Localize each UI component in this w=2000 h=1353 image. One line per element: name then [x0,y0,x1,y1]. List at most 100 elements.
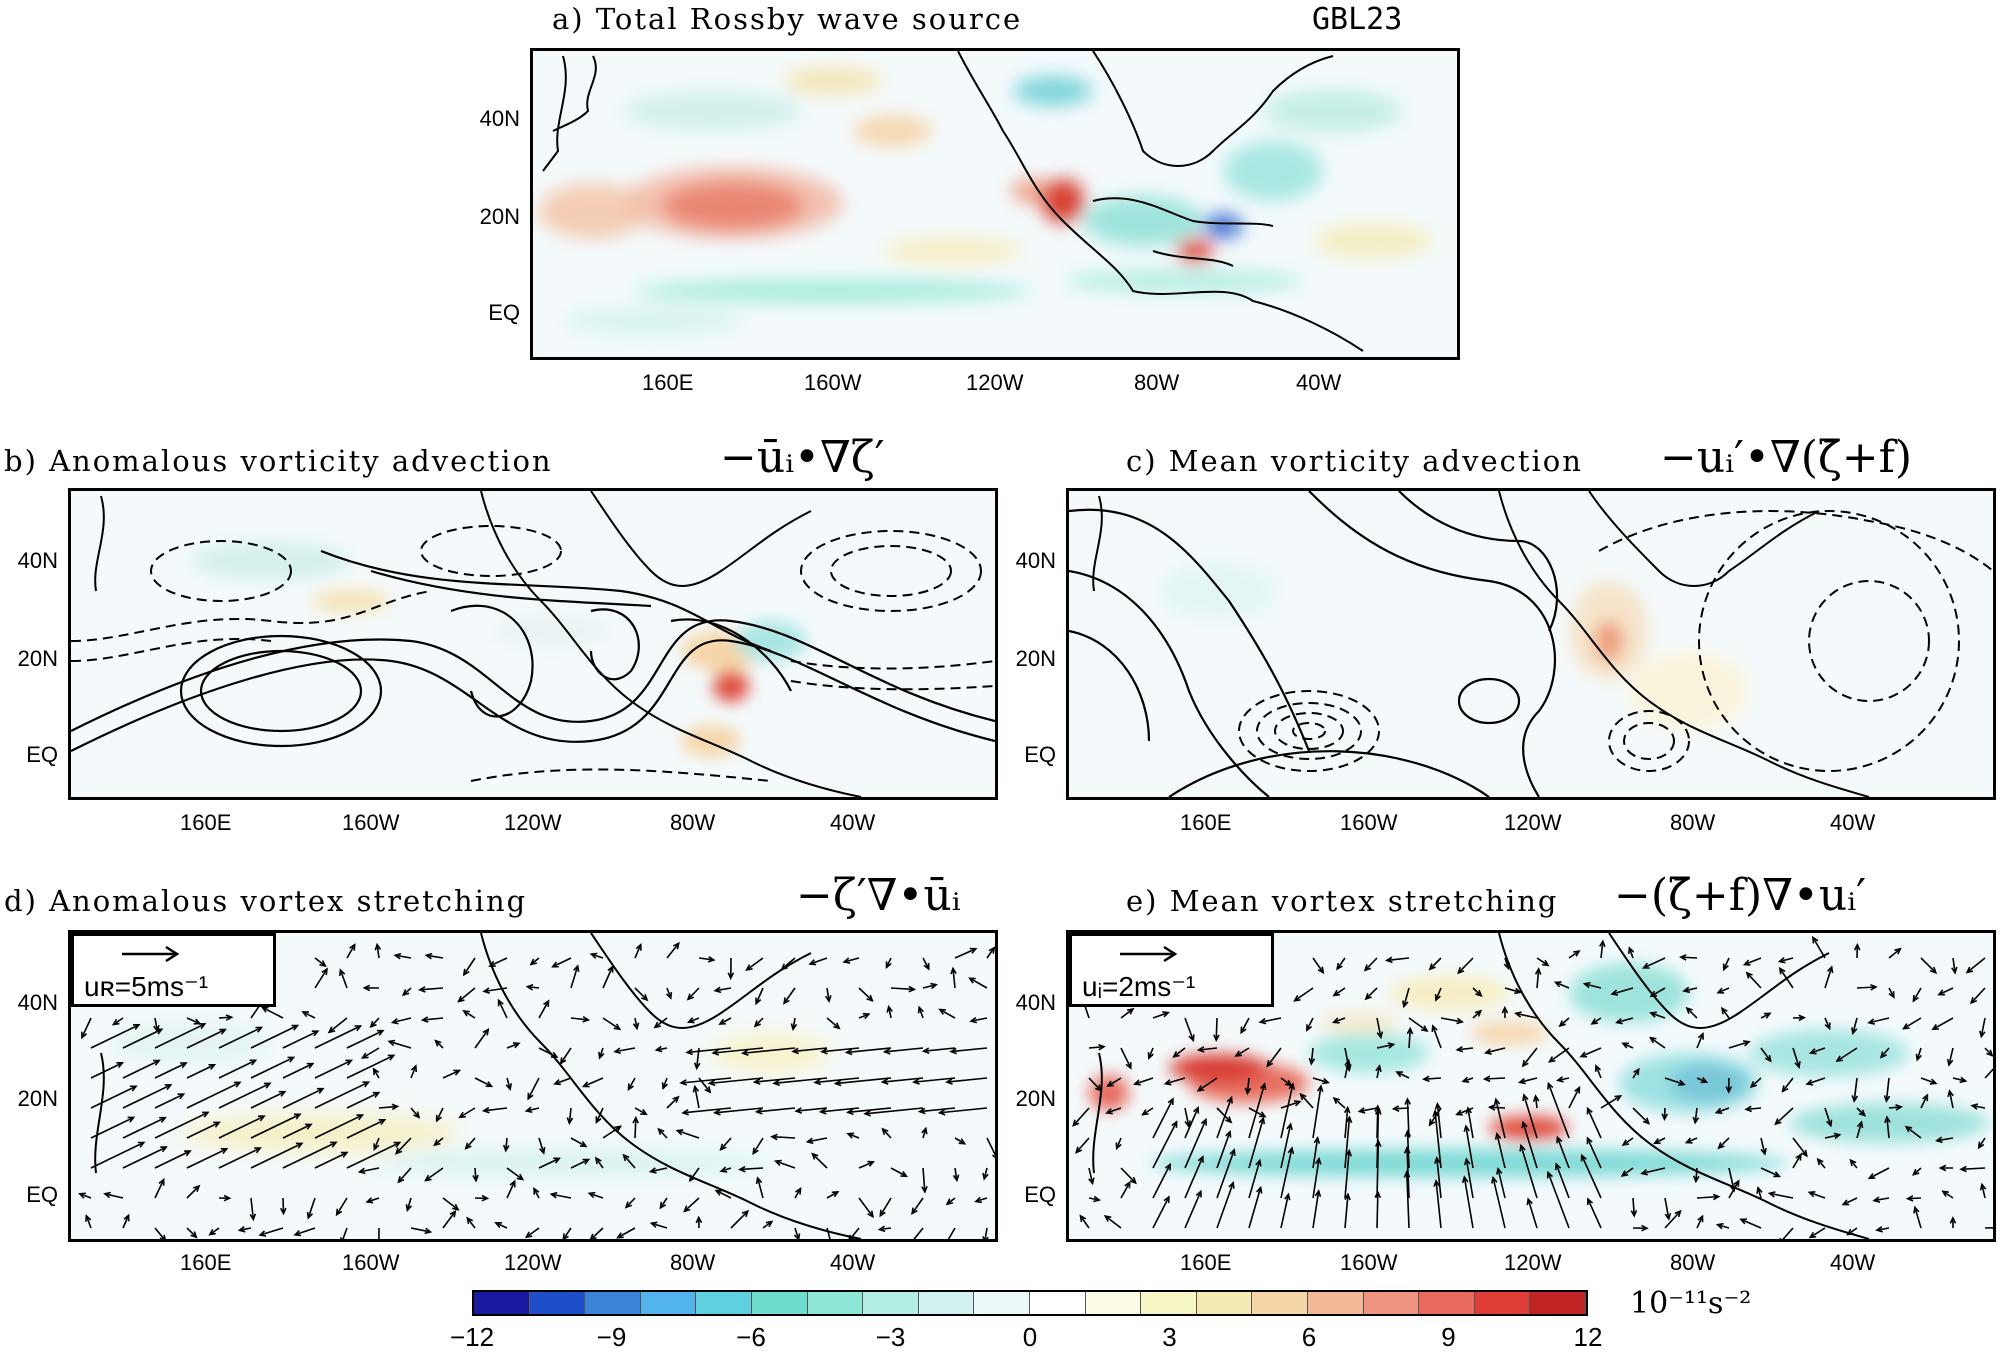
colorbar-cell [974,1292,1030,1314]
wind-vector [315,1082,368,1108]
a-lon-160w: 160W [804,370,861,396]
wind-vector [398,1168,411,1182]
colorbar-tick-label: 12 [1574,1322,1603,1353]
wind-vector [251,1092,285,1108]
wind-vector [1121,1168,1136,1183]
ref-arrow-icon [1118,944,1178,964]
wind-vector [1779,1228,1793,1239]
wind-vector [1409,1018,1427,1031]
wind-vector [1073,1108,1089,1126]
wind-vector [909,1228,923,1239]
wind-vector [1301,1094,1313,1108]
wind-vector [985,1228,987,1239]
wind-vector [859,1198,873,1217]
wind-vector [1153,1099,1173,1138]
wind-vector [464,958,475,975]
wind-vector [1464,1177,1473,1228]
wind-vector [315,1153,347,1168]
colorbar-tick-label: −12 [450,1322,494,1353]
colorbar-tick-label: 3 [1162,1322,1176,1353]
wind-vector [155,1094,184,1108]
wind-vector [1377,1192,1378,1228]
c-lat-eq: EQ [998,742,1056,768]
wind-vector [329,1018,347,1032]
colorbar-tick-label: 9 [1441,1322,1455,1353]
wind-vector [1313,1086,1321,1138]
wind-vector [528,1078,539,1099]
wind-vector [1747,973,1761,988]
wind-vector [341,1228,347,1239]
panel-d-ref-vector-box: uʀ=5ms⁻¹ [71,933,276,1007]
panel-e-equation: −(ζ̄+f)∇•uᵢ′ [1614,870,1866,921]
panel-c-equation: −uᵢ′•∇(ζ̄+f) [1660,432,1912,483]
wind-vector [667,943,679,958]
wind-vector [315,1060,351,1078]
panel-c-title: c) Mean vorticity advection [1126,444,1583,478]
wind-vector [859,988,872,1001]
a-lon-40w: 40W [1296,370,1341,396]
wind-vector [747,958,763,970]
colorbar-cell [808,1292,864,1314]
e-lon-120w: 120W [1504,1250,1561,1276]
panel-b-title: b) Anomalous vorticity advection [4,444,553,478]
wind-vector [443,1198,458,1210]
wind-vector [1633,1108,1649,1123]
b-lon-40w: 40W [830,810,875,836]
c-lat-20n: 20N [998,646,1056,672]
wind-vector [1528,1199,1537,1228]
a-lon-120w: 120W [966,370,1023,396]
b-lon-120w: 120W [504,810,561,836]
e-lon-40w: 40W [1830,1250,1875,1276]
wind-vector [603,1018,620,1029]
wind-vector [943,1228,955,1239]
wind-vector [475,1029,488,1048]
panel-a-title: a) Total Rossby wave source [552,2,1022,36]
colorbar-cell [1364,1292,1420,1314]
wind-vector [283,1064,313,1078]
colorbar-cell [1252,1292,1308,1314]
panel-e-ref-vector-label: uᵢ=2ms⁻¹ [1082,970,1195,1003]
c-lon-160w: 160W [1340,810,1397,836]
b-lon-160w: 160W [342,810,399,836]
colorbar-cell [1419,1292,1475,1314]
wind-vector [347,1093,379,1108]
wind-vector [123,1061,159,1078]
b-lon-80w: 80W [670,810,715,836]
wind-vector [315,969,327,988]
wind-vector [91,1142,144,1168]
colorbar-cell [1475,1292,1531,1314]
panel-d-ref-vector-label: uʀ=5ms⁻¹ [84,970,208,1003]
wind-vector [1921,958,1936,973]
colorbar-cell [1308,1292,1364,1314]
c-lat-40n: 40N [998,548,1056,574]
wind-vector [91,1063,122,1078]
panel-e-title: e) Mean vortex stretching [1126,884,1558,918]
c-lon-80w: 80W [1670,810,1715,836]
panel-e-ref-vector-box: uᵢ=2ms⁻¹ [1069,933,1274,1007]
colorbar-cell [585,1292,641,1314]
colorbar-units: 10⁻¹¹s⁻² [1630,1286,1751,1321]
wind-vector [187,1065,214,1078]
wind-vector [1281,1194,1288,1228]
a-lat-40n: 40N [462,106,520,132]
e-lat-40n: 40N [998,990,1056,1016]
wind-vector [1267,1048,1281,1066]
e-lon-80w: 80W [1670,1250,1715,1276]
wind-vector [219,1060,256,1078]
colorbar-cell [1086,1292,1142,1314]
wind-vector [1548,1172,1569,1228]
contours-b [71,551,995,751]
colorbar-cell [863,1292,919,1314]
panel-d-map: uʀ=5ms⁻¹ [68,930,998,1242]
d-lon-160e: 160E [180,1250,231,1276]
colorbar [472,1290,1588,1316]
b-lat-40n: 40N [0,548,58,574]
colorbar-cell [696,1292,752,1314]
ref-arrow-icon [120,944,180,964]
colorbar-cell [641,1292,697,1314]
wind-vector [251,1057,294,1078]
e-lon-160w: 160W [1340,1250,1397,1276]
wind-vector [262,1007,283,1018]
wind-vector [1793,1138,1807,1156]
wind-vector [187,1186,199,1198]
